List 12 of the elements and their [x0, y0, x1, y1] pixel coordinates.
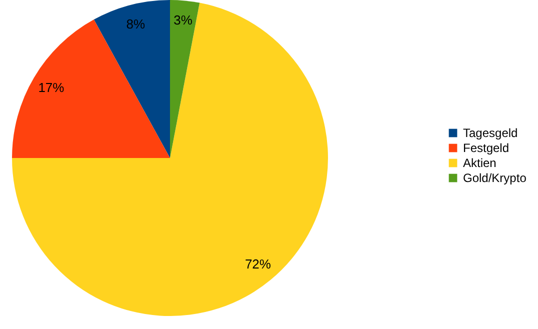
data-label: 17% — [38, 80, 65, 95]
pie-slice — [94, 0, 170, 158]
pie-slice — [12, 2, 328, 316]
pie-slice — [12, 20, 170, 158]
legend-label: Tagesgeld — [463, 126, 518, 140]
legend-label: Gold/Krypto — [463, 171, 527, 185]
data-label: 72% — [244, 256, 272, 272]
data-label: 3% — [174, 12, 193, 28]
data-label: 8% — [126, 16, 146, 32]
legend-label: Aktien — [463, 156, 496, 170]
legend-label: Festgeld — [463, 141, 510, 155]
pie-slice — [170, 0, 200, 158]
